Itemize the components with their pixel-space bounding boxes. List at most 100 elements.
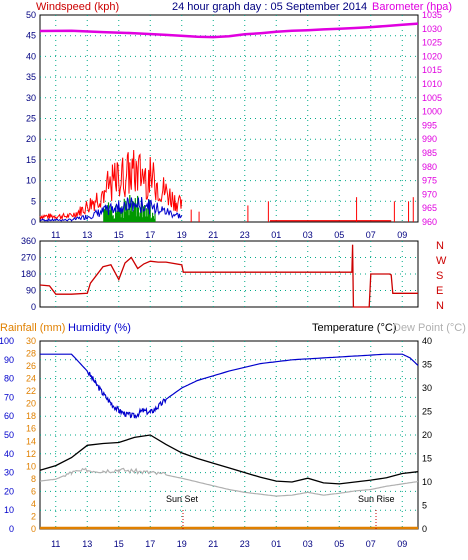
wind-y-tick: 25: [26, 114, 36, 124]
rain-y-tick: 24: [26, 374, 36, 384]
humidity-y-tick: 20: [4, 486, 14, 496]
baro-y-tick: 1005: [422, 93, 442, 103]
x-tick-label: 21: [208, 539, 218, 549]
humidity-y-tick: 10: [4, 505, 14, 515]
temp-y-tick: 0: [422, 524, 427, 534]
baro-y-tick: 995: [422, 120, 437, 130]
x-tick-label: 13: [82, 230, 92, 240]
rain-y-tick: 22: [26, 386, 36, 396]
x-tick-label: 07: [366, 539, 376, 549]
temp-y-tick: 15: [422, 454, 432, 464]
humidity-y-tick: 100: [0, 336, 14, 346]
x-tick-label: 13: [82, 539, 92, 549]
wind-panel-grid: [40, 15, 418, 222]
x-tick-label: 15: [114, 230, 124, 240]
dewpoint-line: [39, 467, 419, 497]
wind-y-tick: 5: [31, 196, 36, 206]
rain-y-tick: 26: [26, 361, 36, 371]
rain-y-tick: 10: [26, 461, 36, 471]
direction-y-tick: 90: [26, 286, 36, 296]
baro-y-tick: 960: [422, 217, 437, 227]
x-tick-label: 03: [303, 539, 313, 549]
windspeed-line: [39, 149, 183, 221]
rain-y-tick: 28: [26, 349, 36, 359]
temp-y-tick: 35: [422, 360, 432, 370]
humidity-y-tick: 90: [4, 355, 14, 365]
x-tick-label: 21: [208, 230, 218, 240]
compass-letter: N: [436, 300, 444, 312]
dewpoint-label: Dew Point (°C): [393, 322, 466, 334]
compass-letter: N: [436, 240, 444, 252]
rain-y-tick: 8: [31, 474, 36, 484]
baro-y-tick: 970: [422, 189, 437, 199]
compass-letter: S: [436, 270, 443, 282]
wind-y-tick: 30: [26, 93, 36, 103]
baro-y-tick: 975: [422, 176, 437, 186]
temperature-line: [39, 434, 419, 485]
humidity-line: [40, 353, 419, 419]
humidity-y-tick: 50: [4, 430, 14, 440]
humidity-y-tick: 30: [4, 468, 14, 478]
direction-y-tick: 180: [21, 269, 36, 279]
wind-y-tick: 45: [26, 31, 36, 41]
x-tick-label: 01: [271, 230, 281, 240]
wind-y-tick: 40: [26, 51, 36, 61]
x-tick-label: 19: [177, 539, 187, 549]
wind-y-tick: 15: [26, 155, 36, 165]
wind-direction-line: [39, 244, 418, 308]
humidity-y-tick: 0: [9, 524, 14, 534]
baro-y-tick: 1020: [422, 51, 442, 61]
x-tick-label: 17: [145, 539, 155, 549]
rain-y-tick: 2: [31, 511, 36, 521]
temp-y-tick: 40: [422, 336, 432, 346]
compass-letter: W: [436, 255, 447, 267]
baro-y-tick: 990: [422, 134, 437, 144]
x-tick-label: 07: [366, 230, 376, 240]
x-tick-label: 09: [397, 230, 407, 240]
barometer-y-ticks: 960 965 970 975 980 985 990 995 1000 1005 1010 1015…: [422, 10, 442, 227]
graph-title: 24 hour graph day : 05 September 2014: [172, 1, 367, 13]
sunset-label: Sun Set: [166, 494, 199, 504]
wind-average-line: [39, 196, 183, 222]
baro-y-tick: 1000: [422, 107, 442, 117]
wind-y-tick: 10: [26, 176, 36, 186]
direction-y-tick: 0: [31, 302, 36, 312]
direction-y-tick: 360: [21, 236, 36, 246]
humidity-y-tick: 70: [4, 392, 14, 402]
baro-y-tick: 1025: [422, 38, 442, 48]
x-tick-label: 17: [145, 230, 155, 240]
temp-x-ticks: 11 13 15 17 19 21 23 01 03 05 07 09: [51, 539, 407, 549]
x-tick-label: 11: [51, 230, 60, 240]
rain-y-tick: 6: [31, 486, 36, 496]
wind-panel-frame: [39, 14, 419, 223]
wind-y-tick: 35: [26, 72, 36, 82]
windspeed-label: Windspeed (kph): [36, 1, 119, 13]
rainfall-label: Rainfall (mm): [0, 322, 65, 334]
baro-y-tick: 985: [422, 148, 437, 158]
wind-y-tick: 0: [31, 217, 36, 227]
x-tick-label: 03: [303, 230, 313, 240]
rain-y-tick: 20: [26, 399, 36, 409]
sunrise-label: Sun Rise: [358, 494, 395, 504]
temp-y-tick: 30: [422, 383, 432, 393]
rain-y-tick: 12: [26, 449, 36, 459]
x-tick-label: 23: [240, 539, 250, 549]
temperature-label: Temperature (°C): [312, 322, 396, 334]
x-tick-label: 23: [240, 230, 250, 240]
baro-y-tick: 1015: [422, 65, 442, 75]
temp-y-tick: 20: [422, 430, 432, 440]
barometer-label: Barometer (hpa): [372, 1, 452, 13]
rain-y-tick: 0: [31, 524, 36, 534]
x-tick-label: 15: [114, 539, 124, 549]
humidity-label: Humidity (%): [68, 322, 131, 334]
rain-y-tick: 14: [26, 436, 36, 446]
temp-y-ticks: 0 5 10 15 20 25 30 35 40: [422, 336, 432, 534]
x-tick-label: 09: [397, 539, 407, 549]
x-tick-label: 05: [334, 230, 344, 240]
wind-x-ticks: 11 13 15 17 19 21 23 01 03 05 07 09: [51, 230, 407, 240]
direction-y-tick: 270: [21, 253, 36, 263]
